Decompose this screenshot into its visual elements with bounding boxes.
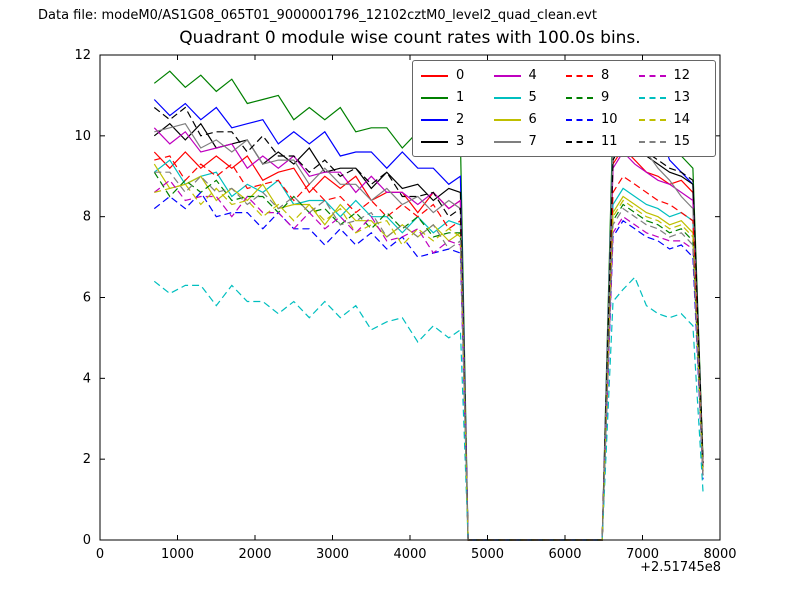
legend-item-13: 13 [638, 89, 708, 106]
legend-line-swatch [421, 96, 448, 99]
series-line-7 [154, 101, 704, 541]
legend-line-swatch [493, 74, 521, 77]
x-tick-label: 1000 [161, 547, 194, 562]
y-tick-label: 4 [83, 371, 91, 386]
legend-item-10: 10 [566, 111, 635, 128]
y-tick-label: 2 [83, 452, 91, 467]
x-tick-label: 3000 [316, 547, 349, 562]
legend-item-5: 5 [493, 89, 563, 106]
legend-item-4: 4 [493, 67, 563, 84]
x-tick-label: 6000 [548, 547, 581, 562]
series-line-0 [153, 147, 704, 541]
legend-label: 7 [528, 134, 537, 149]
legend-line-swatch [493, 96, 521, 99]
legend-line-swatch [638, 96, 666, 99]
series-line-13 [153, 276, 704, 541]
legend-label: 8 [601, 68, 610, 83]
legend-label: 13 [673, 90, 691, 105]
series-line-15 [154, 171, 704, 541]
legend-line-swatch [493, 118, 521, 121]
y-tick-label: 0 [83, 533, 91, 548]
legend-line-swatch [421, 118, 448, 121]
series-line-4 [153, 127, 704, 541]
legend-line-swatch [566, 118, 593, 121]
legend-item-2: 2 [421, 111, 490, 128]
x-tick-label: 8000 [703, 547, 736, 562]
legend-item-7: 7 [493, 133, 563, 150]
legend-item-8: 8 [566, 67, 635, 84]
legend-label: 0 [456, 68, 465, 83]
legend-label: 9 [601, 90, 610, 105]
legend-label: 10 [601, 112, 618, 127]
series-line-12 [153, 179, 704, 541]
y-tick-label: 8 [83, 210, 91, 225]
legend-item-0: 0 [421, 67, 490, 84]
legend-label: 3 [456, 134, 465, 149]
legend-label: 11 [601, 134, 618, 149]
y-tick-label: 12 [74, 48, 91, 63]
x-tick-label: 5000 [471, 547, 504, 562]
y-tick-label: 10 [74, 129, 91, 144]
legend-item-12: 12 [638, 67, 708, 84]
legend-item-6: 6 [493, 111, 563, 128]
legend-line-swatch [638, 118, 666, 121]
legend-line-swatch [566, 140, 593, 143]
legend-line-swatch [421, 74, 448, 77]
x-tick-label: 7000 [626, 547, 659, 562]
legend-line-swatch [638, 74, 666, 77]
legend-label: 15 [673, 134, 691, 149]
legend-line-swatch [421, 140, 448, 143]
legend-label: 2 [456, 112, 465, 127]
legend-label: 4 [528, 68, 537, 83]
data-file-label: Data file: modeM0/AS1G08_065T01_90000017… [38, 8, 597, 23]
chart-title: Quadrant 0 module wise count rates with … [179, 28, 641, 48]
legend-label: 12 [673, 68, 691, 83]
legend-item-9: 9 [566, 89, 635, 106]
legend-label: 14 [673, 112, 691, 127]
x-tick-label: 0 [96, 547, 104, 562]
legend-item-1: 1 [421, 89, 490, 106]
legend-label: 1 [456, 90, 465, 105]
legend: 0 4 8 12 1 5 9 13 2 6 10 14 3 7 11 15 [412, 60, 716, 157]
series-line-3 [153, 122, 704, 541]
x-tick-label: 2000 [238, 547, 271, 562]
legend-item-14: 14 [638, 111, 708, 128]
y-tick-label: 6 [83, 291, 91, 306]
x-axis-offset-label: +2.51745e8 [640, 560, 721, 575]
legend-item-11: 11 [566, 133, 635, 150]
series-line-2 [153, 99, 704, 541]
legend-line-swatch [566, 74, 593, 77]
series-line-5 [153, 159, 704, 541]
series-line-10 [153, 191, 704, 541]
series-line-14 [154, 183, 704, 541]
x-tick-label: 4000 [393, 547, 426, 562]
legend-label: 5 [528, 90, 537, 105]
legend-label: 6 [528, 112, 537, 127]
legend-item-3: 3 [421, 133, 490, 150]
legend-item-15: 15 [638, 133, 708, 150]
legend-line-swatch [566, 96, 593, 99]
legend-line-swatch [493, 140, 521, 143]
legend-line-swatch [638, 140, 666, 143]
series-line-8 [154, 155, 704, 541]
